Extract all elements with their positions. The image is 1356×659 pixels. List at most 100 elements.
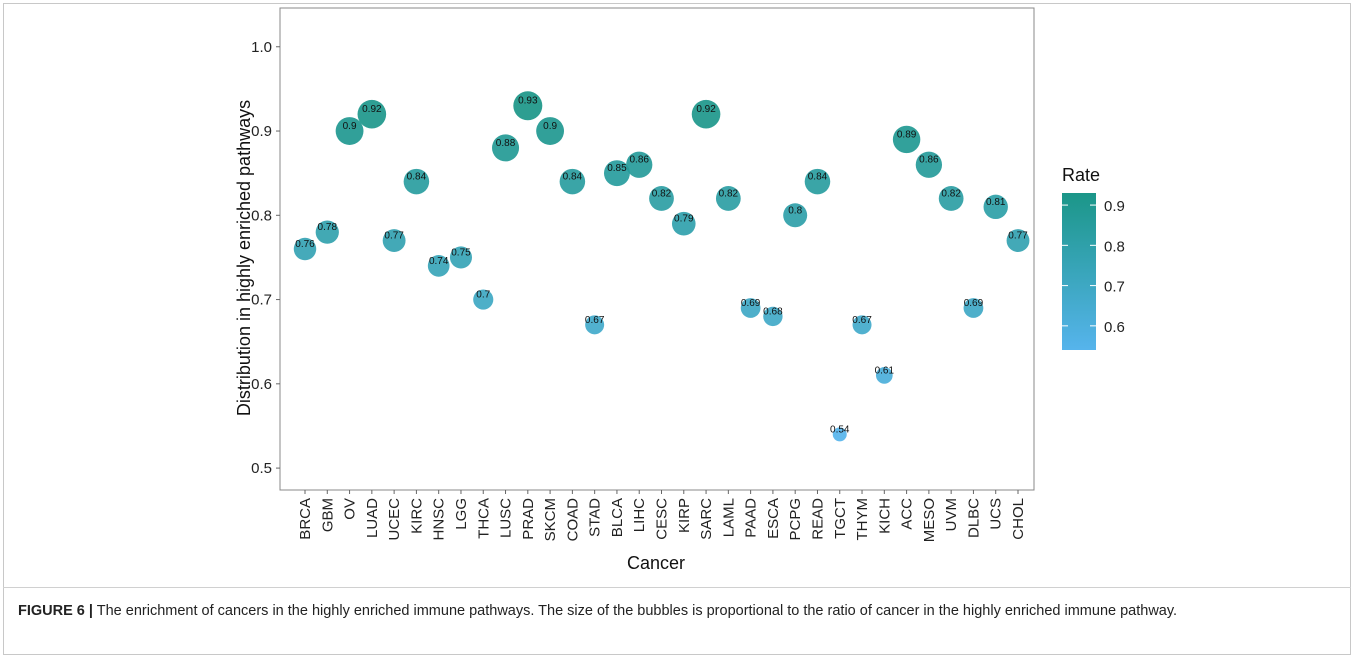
bubble xyxy=(892,125,921,154)
data-label: 0.79 xyxy=(674,214,694,225)
x-tick-label: LUAD xyxy=(364,498,381,538)
bubble xyxy=(804,168,831,195)
bubble xyxy=(783,203,808,228)
y-tick-label: 0.9 xyxy=(251,123,272,140)
bubble xyxy=(626,151,653,178)
x-tick-label: HNSC xyxy=(431,498,448,541)
data-label: 0.75 xyxy=(451,247,471,258)
caption-rule xyxy=(3,587,1351,588)
bubble xyxy=(293,237,317,261)
x-tick-label: STAD xyxy=(587,498,604,537)
data-label: 0.61 xyxy=(875,365,895,376)
data-label: 0.82 xyxy=(652,188,672,199)
x-tick-label: MESO xyxy=(921,498,938,542)
colorbar-tick-label: 0.8 xyxy=(1104,238,1125,255)
bubble xyxy=(382,229,406,252)
colorbar xyxy=(1062,193,1096,350)
bubble xyxy=(473,289,494,310)
data-label: 0.84 xyxy=(407,172,427,183)
x-tick-label: LIHC xyxy=(631,498,648,532)
data-label: 0.89 xyxy=(897,129,917,140)
bubble xyxy=(449,246,473,269)
bubble xyxy=(763,306,783,327)
data-label: 0.78 xyxy=(318,222,338,233)
bubble xyxy=(559,168,586,195)
data-label: 0.88 xyxy=(496,138,516,149)
bubble xyxy=(513,91,543,121)
data-label: 0.67 xyxy=(852,315,872,326)
x-tick-label: BLCA xyxy=(609,498,626,537)
x-tick-label: READ xyxy=(809,498,826,540)
x-tick-label: SKCM xyxy=(542,498,559,541)
data-label: 0.9 xyxy=(543,121,557,132)
x-tick-label: DLBC xyxy=(965,498,982,538)
data-label: 0.9 xyxy=(343,121,357,132)
y-tick-label: 0.8 xyxy=(251,207,272,224)
x-tick-label: UCEC xyxy=(386,498,403,541)
data-label: 0.76 xyxy=(295,239,315,250)
x-tick-label: UVM xyxy=(943,498,960,531)
data-label: 0.86 xyxy=(919,155,939,166)
x-tick-label: OV xyxy=(342,498,359,520)
x-tick-label: ACC xyxy=(899,498,916,530)
x-tick-label: BRCA xyxy=(297,498,314,540)
bubble xyxy=(875,367,893,384)
data-label: 0.92 xyxy=(362,104,382,115)
data-label: 0.74 xyxy=(429,256,449,267)
bubble xyxy=(691,99,721,129)
chart: Cancer Distribution in highly enriched p… xyxy=(234,7,1125,573)
colorbar-tick-label: 0.7 xyxy=(1104,279,1125,296)
bubble xyxy=(315,220,339,244)
data-label: 0.54 xyxy=(830,424,850,435)
y-tick-label: 0.7 xyxy=(251,292,272,309)
x-tick-label: PCPG xyxy=(787,498,804,541)
x-tick-label: KIRC xyxy=(408,498,425,534)
data-label: 0.7 xyxy=(476,290,490,301)
x-tick-label: ESCA xyxy=(765,498,782,539)
bubble xyxy=(983,194,1008,220)
bubble xyxy=(832,427,847,442)
bubble xyxy=(938,186,964,211)
x-tick-label: CESC xyxy=(654,498,671,540)
data-label: 0.92 xyxy=(696,104,716,115)
data-label: 0.77 xyxy=(1008,231,1028,242)
plot-panel xyxy=(279,7,1035,491)
bubble xyxy=(585,315,605,335)
data-label: 0.82 xyxy=(941,188,961,199)
x-tick-label: THYM xyxy=(854,498,871,541)
data-label: 0.69 xyxy=(741,298,761,309)
x-tick-label: THCA xyxy=(475,498,492,539)
bubble xyxy=(649,186,674,211)
data-label: 0.81 xyxy=(986,197,1006,208)
caption-text: The enrichment of cancers in the highly … xyxy=(96,603,1178,619)
bubble xyxy=(427,255,450,277)
bubble xyxy=(852,315,872,335)
data-label: 0.69 xyxy=(964,298,984,309)
bubble xyxy=(1006,229,1030,252)
x-tick-label: GBM xyxy=(319,498,336,532)
bubble xyxy=(715,186,741,211)
data-label: 0.84 xyxy=(563,172,583,183)
data-label: 0.85 xyxy=(607,163,627,174)
figure-frame xyxy=(3,3,1351,655)
y-tick-label: 1.0 xyxy=(251,39,272,56)
x-tick-label: PAAD xyxy=(743,498,760,538)
data-label: 0.93 xyxy=(518,96,538,107)
y-tick-label: 0.6 xyxy=(251,376,272,393)
bubble xyxy=(335,117,364,145)
y-tick-label: 0.5 xyxy=(251,460,272,477)
x-tick-label: SARC xyxy=(698,498,715,540)
data-label: 0.8 xyxy=(788,205,802,216)
caption: FIGURE 6 | The enrichment of cancers in … xyxy=(18,598,1318,625)
x-tick-label: PRAD xyxy=(520,498,537,540)
x-tick-label: COAD xyxy=(564,498,581,542)
bubble xyxy=(603,160,630,187)
x-tick-label: LUSC xyxy=(498,498,515,538)
colorbar-tick-label: 0.6 xyxy=(1104,319,1125,336)
data-label: 0.68 xyxy=(763,306,783,317)
bubble xyxy=(963,298,984,318)
data-label: 0.82 xyxy=(719,188,739,199)
x-tick-label: UCS xyxy=(988,498,1005,530)
y-axis-label: Distribution in highly enriched pathways xyxy=(234,100,254,416)
